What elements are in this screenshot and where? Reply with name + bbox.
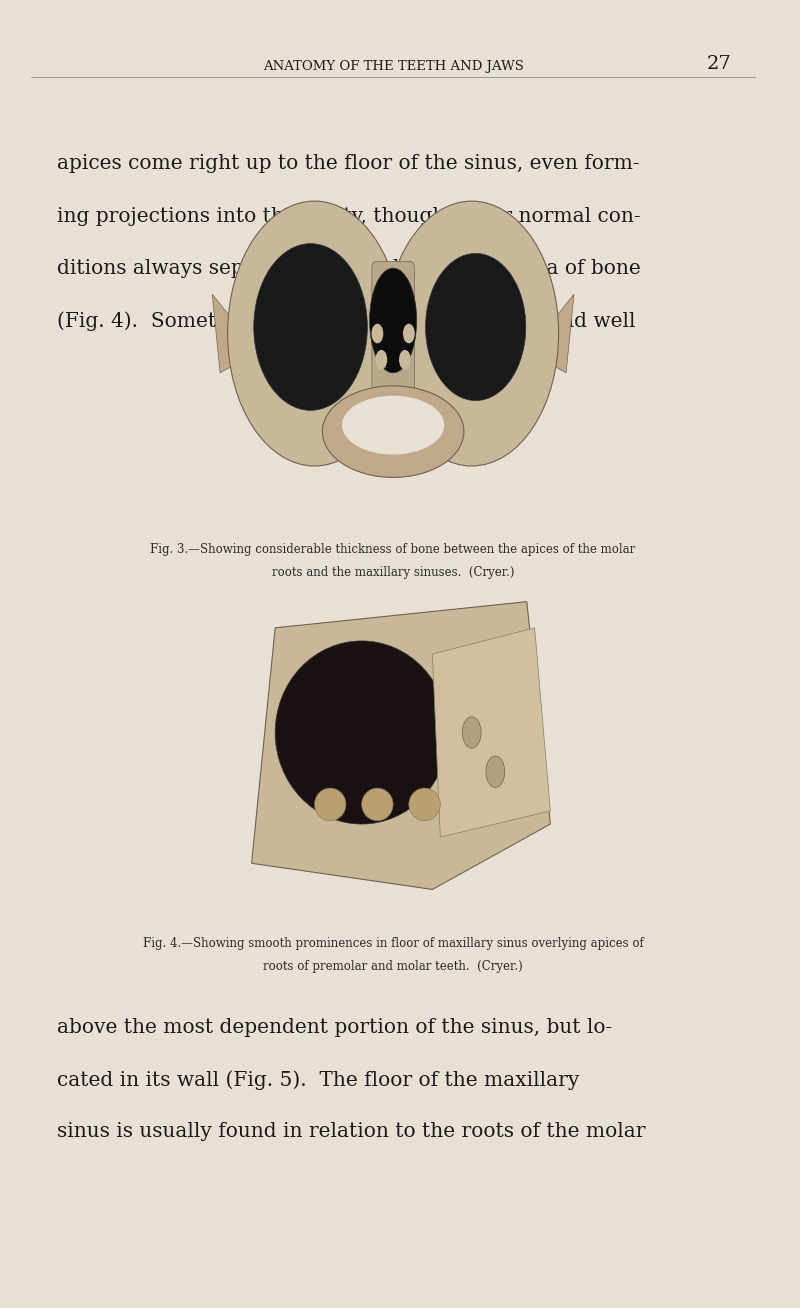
Text: apices come right up to the floor of the sinus, even form-: apices come right up to the floor of the… (58, 154, 640, 174)
Ellipse shape (362, 787, 393, 821)
Ellipse shape (228, 201, 402, 466)
Ellipse shape (399, 351, 411, 369)
Ellipse shape (375, 351, 387, 369)
FancyBboxPatch shape (372, 262, 414, 405)
Ellipse shape (275, 641, 448, 824)
Ellipse shape (254, 243, 367, 411)
Text: ANATOMY OF THE TEETH AND JAWS: ANATOMY OF THE TEETH AND JAWS (262, 60, 523, 73)
Text: Fig. 3.—Showing considerable thickness of bone between the apices of the molar: Fig. 3.—Showing considerable thickness o… (150, 543, 636, 556)
Text: ing projections into the cavity, though under normal con-: ing projections into the cavity, though … (58, 207, 641, 226)
Circle shape (462, 717, 481, 748)
Ellipse shape (409, 787, 440, 821)
Text: roots and the maxillary sinuses.  (Cryer.): roots and the maxillary sinuses. (Cryer.… (272, 566, 514, 579)
Text: Fig. 4.—Showing smooth prominences in floor of maxillary sinus overlying apices : Fig. 4.—Showing smooth prominences in fl… (142, 937, 643, 950)
Ellipse shape (314, 787, 346, 821)
Polygon shape (212, 294, 244, 373)
Ellipse shape (322, 386, 464, 477)
Text: (Fig. 4).  Sometimes the ends of the roots are found well: (Fig. 4). Sometimes the ends of the root… (58, 311, 636, 331)
Ellipse shape (370, 268, 417, 373)
Text: above the most dependent portion of the sinus, but lo-: above the most dependent portion of the … (58, 1018, 613, 1037)
Text: ditions always separated from it by a thin lamina of bone: ditions always separated from it by a th… (58, 259, 641, 279)
Ellipse shape (342, 395, 444, 454)
Text: sinus is usually found in relation to the roots of the molar: sinus is usually found in relation to th… (58, 1122, 646, 1142)
Text: roots of premolar and molar teeth.  (Cryer.): roots of premolar and molar teeth. (Crye… (263, 960, 523, 973)
Ellipse shape (371, 324, 383, 343)
Circle shape (486, 756, 505, 787)
Text: 27: 27 (706, 55, 731, 73)
Ellipse shape (385, 201, 558, 466)
Polygon shape (542, 294, 574, 373)
Ellipse shape (403, 324, 414, 343)
Polygon shape (433, 628, 550, 837)
Ellipse shape (426, 254, 526, 400)
Polygon shape (251, 602, 550, 889)
Text: cated in its wall (Fig. 5).  The floor of the maxillary: cated in its wall (Fig. 5). The floor of… (58, 1070, 580, 1090)
